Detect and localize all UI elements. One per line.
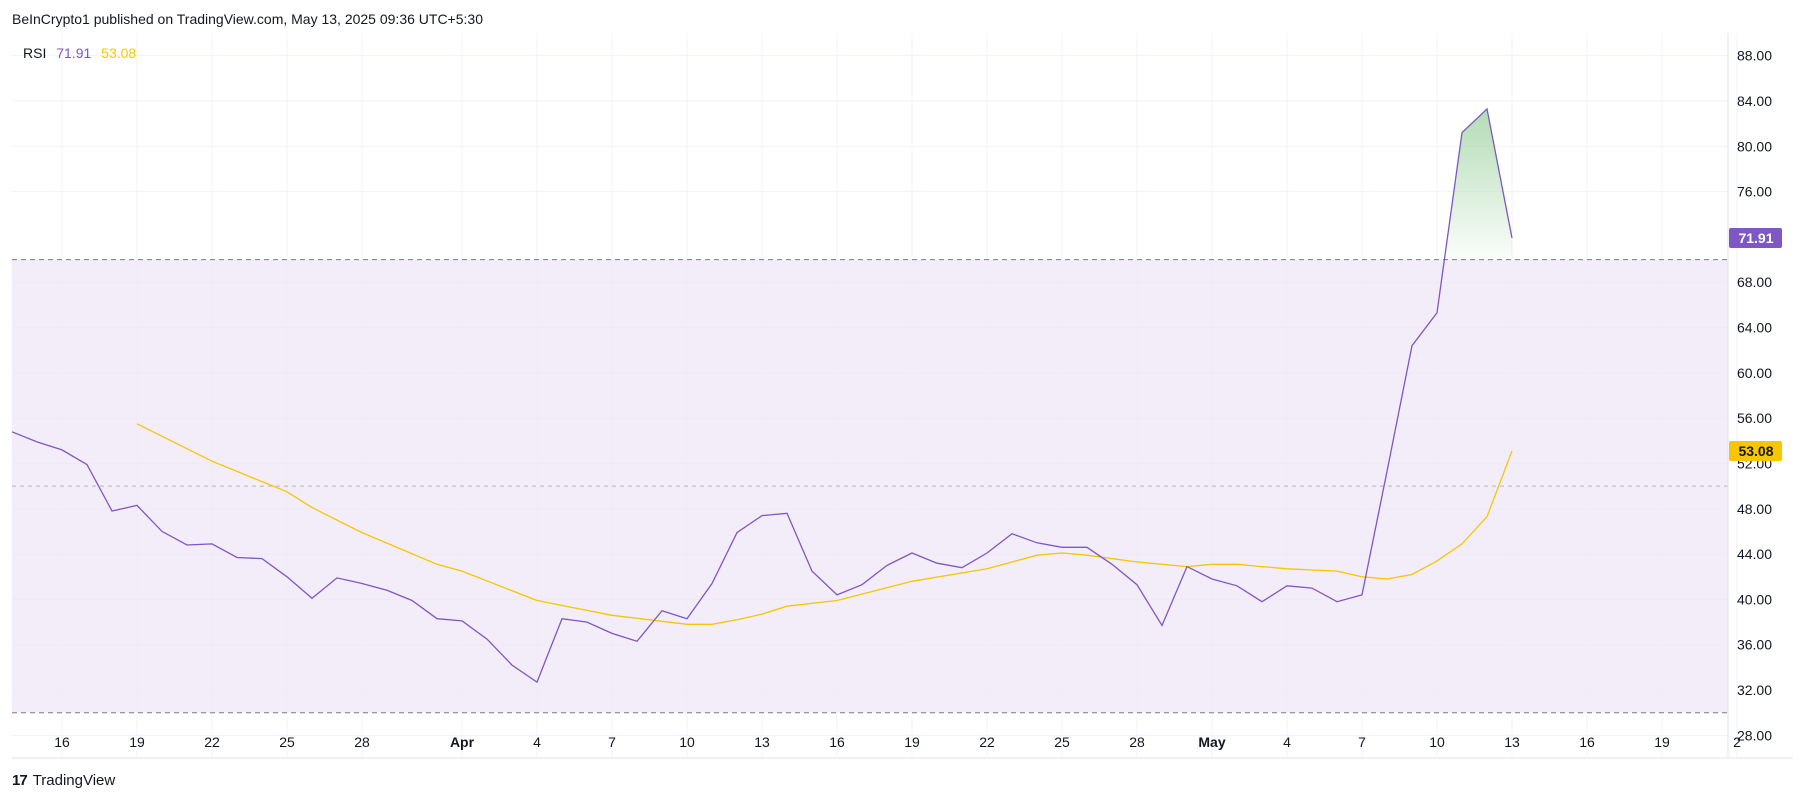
y-tick-label: 40.00 [1737,591,1772,607]
x-tick-label: 28 [1129,734,1145,750]
x-tick-label: 4 [533,734,541,750]
y-tick-label: 68.00 [1737,274,1772,290]
x-tick-label: Apr [450,734,475,750]
x-tick-label: 25 [1054,734,1070,750]
series-line-rsi [11,107,1513,684]
x-tick-label: 22 [979,734,995,750]
legend-ma-value: 53.08 [101,45,137,61]
y-tick-label: 28.00 [1737,727,1772,743]
tradingview-logo-text: TradingView [32,772,116,789]
x-tick-label: 10 [1429,734,1445,750]
last-value-label-ma-box [1729,441,1782,462]
x-tick-label: May [1198,734,1225,750]
x-tick-label: 16 [1579,734,1595,750]
rsi-level-lines [12,259,1728,714]
x-tick-label: 16 [829,734,845,750]
x-tick-label: 22 [204,734,220,750]
y-tick-label: 84.00 [1737,93,1772,109]
publisher-header: BeInCrypto1 published on TradingView.com… [12,11,483,27]
x-tick-label: 7 [1358,734,1366,750]
x-tick-label: 25 [279,734,295,750]
y-tick-label: 44.00 [1737,546,1772,562]
y-tick-label: 64.00 [1737,320,1772,336]
tradingview-branding[interactable]: 17 TradingView [12,772,115,789]
x-tick-label: 16 [54,734,70,750]
y-tick-label: 36.00 [1737,637,1772,653]
y-tick-label: 60.00 [1737,365,1772,381]
legend-rsi-value: 71.91 [56,45,92,61]
last-value-label-ma: 53.08 [1729,441,1782,462]
x-tick-label: 28 [354,734,370,750]
last-value-label-rsi: 71.91 [1729,228,1782,249]
last-value-label-ma-text: 53.08 [1738,443,1773,459]
y-tick-label: 88.00 [1737,48,1772,64]
y-tick-label: 48.00 [1737,501,1772,517]
series-line-ma [136,423,1513,625]
y-tick-label: 76.00 [1737,184,1772,200]
x-tick-label: 13 [754,734,770,750]
overbought-fill-area [1444,108,1512,260]
x-tick-label: 7 [608,734,616,750]
x-tick-label: 19 [1654,734,1670,750]
x-tick-label: 10 [679,734,695,750]
last-value-label-rsi-text: 71.91 [1738,230,1773,246]
x-tick-label: 19 [129,734,145,750]
y-tick-label: 32.00 [1737,682,1772,698]
last-value-labels: 71.91 53.08 [1729,228,1782,462]
y-tick-label: 56.00 [1737,410,1772,426]
tradingview-logo-icon: 17 [12,772,28,789]
legend-indicator-name: RSI [23,45,47,61]
x-tick-label: 13 [1504,734,1520,750]
time-axis[interactable]: 16 19 22 25 28 Apr 4 7 10 13 16 19 22 25 28 May 4 7 10 13 16… [54,734,1741,750]
indicator-legend[interactable]: RSI 71.91 53.08 [23,45,142,61]
last-value-label-rsi-box [1729,228,1782,249]
x-tick-label: 2 [1733,734,1741,750]
x-tick-label: 19 [904,734,920,750]
price-axis[interactable]: 28.0032.0036.0040.0044.0048.0052.0056.00… [1737,48,1772,744]
x-tick-label: 4 [1283,734,1291,750]
y-tick-label: 80.00 [1737,138,1772,154]
